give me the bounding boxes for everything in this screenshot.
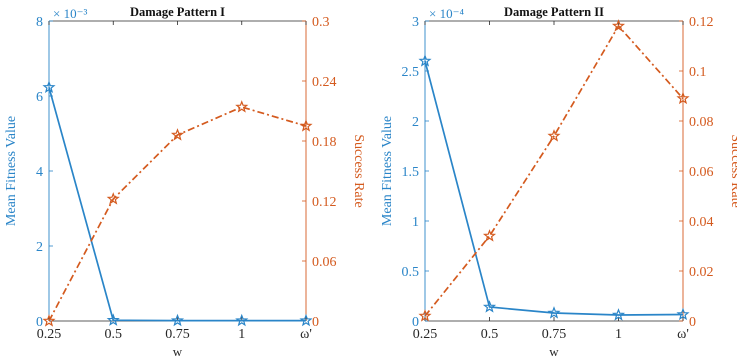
data-point-star <box>547 306 561 319</box>
data-point-star <box>547 129 561 142</box>
left-y-tick-label: 2 <box>36 240 43 255</box>
right-y-tick-label: 0.06 <box>689 165 714 180</box>
data-point-star <box>106 313 120 326</box>
data-point-star <box>418 309 432 322</box>
right-y-tick-label: 0.02 <box>689 265 714 280</box>
data-point-star <box>611 19 626 32</box>
right-y-tick-label: 0.12 <box>689 15 714 30</box>
right-y-tick-label: 0.24 <box>312 75 337 90</box>
data-point-star <box>170 313 185 327</box>
right-y-axis-label: Success Rate <box>351 134 366 207</box>
left-y-tick-label: 1.5 <box>402 165 420 180</box>
series-line-success-rate <box>48 106 307 322</box>
series-line-mean-fitness <box>48 87 306 322</box>
right-y-tick-label: 0.08 <box>689 115 714 130</box>
data-point-star <box>235 100 249 113</box>
data-point-star <box>482 229 497 242</box>
x-axis-label: w <box>173 344 183 358</box>
left-y-tick-label: 4 <box>36 165 43 180</box>
chart-title: Damage Pattern II <box>504 5 604 19</box>
data-point-star <box>676 91 690 105</box>
chart-panel-1: 0.25 0.5 0.75 1 ω'0246800.060.120.180.240.3×… <box>4 5 366 358</box>
data-point-star <box>42 80 56 93</box>
data-point-star <box>170 128 185 141</box>
left-y-tick-label: 8 <box>36 15 43 30</box>
data-point-star <box>299 119 313 132</box>
left-y-tick-label: 0 <box>412 315 419 330</box>
left-y-tick-label: 3 <box>412 15 419 30</box>
right-y-tick-label: 0.1 <box>689 65 707 80</box>
right-y-tick-label: 0.06 <box>312 255 337 270</box>
right-y-tick-label: 0 <box>312 315 319 330</box>
series-line-success-rate <box>424 24 684 317</box>
left-y-tick-label: 0 <box>36 315 43 330</box>
x-tick-label: 1 <box>238 327 245 342</box>
chart-panel-2: 0.25 0.5 0.75 1 ω'00.511.522.5300.020.040.06… <box>380 5 737 358</box>
right-y-tick-label: 0.04 <box>689 215 714 230</box>
left-y-axis-label: Mean Fitness Value <box>380 116 395 226</box>
left-axis-exponent: × 10⁻⁴ <box>429 6 464 21</box>
x-tick-label: 0.25 <box>413 327 438 342</box>
left-y-tick-label: 2.5 <box>402 65 420 80</box>
x-tick-label: 0.25 <box>37 327 62 342</box>
data-point-star <box>611 308 626 321</box>
left-axis-exponent: × 10⁻³ <box>53 6 87 21</box>
data-point-star <box>299 313 313 327</box>
x-tick-label: 0.5 <box>481 327 499 342</box>
right-y-tick-label: 0 <box>689 315 696 330</box>
data-point-star <box>106 192 120 205</box>
x-tick-label: 0.5 <box>105 327 123 342</box>
data-point-star <box>235 313 249 327</box>
data-point-star <box>418 54 432 67</box>
data-point-star <box>42 314 56 327</box>
x-tick-label: ω' <box>677 327 689 342</box>
left-y-axis-label: Mean Fitness Value <box>4 116 19 226</box>
x-tick-label: 1 <box>615 327 622 342</box>
data-point-star <box>676 307 690 321</box>
series-line-mean-fitness <box>424 60 684 316</box>
chart-title: Damage Pattern I <box>130 5 225 19</box>
x-tick-label: 0.75 <box>542 327 567 342</box>
x-axis-label: w <box>549 344 559 358</box>
left-y-tick-label: 0.5 <box>402 265 420 280</box>
left-y-tick-label: 1 <box>412 215 419 230</box>
right-y-tick-label: 0.12 <box>312 195 337 210</box>
right-y-axis-label: Success Rate <box>728 134 737 207</box>
right-y-tick-label: 0.18 <box>312 135 337 150</box>
left-y-tick-label: 6 <box>36 90 43 105</box>
data-point-star <box>482 300 497 313</box>
right-y-tick-label: 0.3 <box>312 15 330 30</box>
x-tick-label: 0.75 <box>165 327 190 342</box>
x-tick-label: ω' <box>300 327 312 342</box>
left-y-tick-label: 2 <box>412 115 419 130</box>
